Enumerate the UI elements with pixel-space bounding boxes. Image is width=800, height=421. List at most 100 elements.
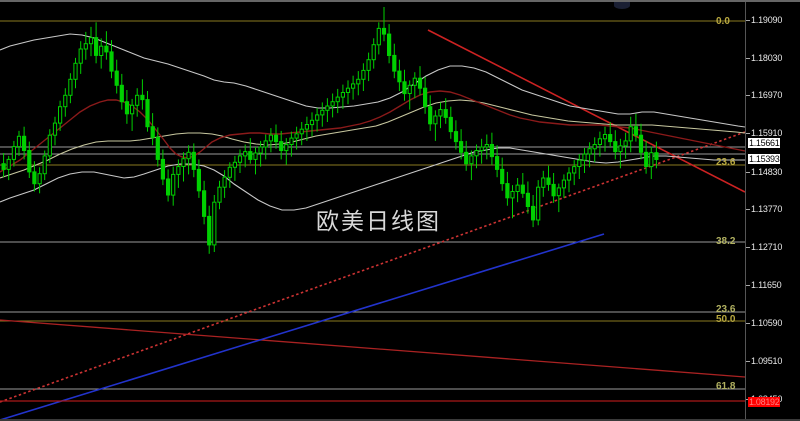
candlestick [597,138,602,146]
candlestick [479,146,484,152]
axis-tick: 1.13770 [745,204,783,215]
candlestick [495,156,500,170]
candlestick [366,59,371,71]
candlestick [145,99,150,128]
fibonacci-level-label: 61.8 [716,381,736,392]
candlestick [412,77,417,86]
candlestick [644,151,649,168]
axis-tick: 1.19090 [745,14,783,25]
axis-tick: 1.14830 [745,166,783,177]
candlestick [448,116,453,133]
candlestick [237,155,243,163]
candlestick [541,177,546,188]
candlestick [381,27,387,35]
axis-tick: 1.11650 [745,279,782,290]
candlestick [551,183,556,197]
candlestick [258,146,263,154]
current-price-label: 1.08192 [748,397,781,407]
candlestick [243,151,248,157]
candlestick [191,151,196,170]
candlestick-series [1,7,659,254]
candlestick [227,166,232,178]
candlestick [325,105,330,111]
candlestick [212,201,217,246]
candlestick [155,136,160,160]
fibonacci-level-label: 23.6 [716,157,736,168]
fibonacci-level-label: 0.0 [716,16,730,27]
candlestick [160,158,166,180]
candlestick [561,179,566,189]
candlestick [443,109,448,118]
candlestick [119,84,124,103]
candlestick [340,92,345,98]
candlestick [592,144,597,150]
chart-plot-area[interactable]: 欧美日线图 [0,2,745,419]
candlestick [335,96,340,103]
candlestick [284,144,289,152]
candlestick [268,134,273,142]
candlestick [166,178,171,196]
candlestick [94,37,99,56]
candlestick [417,77,423,89]
candlestick [387,33,392,56]
candlestick [202,190,207,217]
candlestick [500,168,505,185]
candlestick [263,140,268,148]
candlestick [392,54,397,72]
candlestick [510,191,515,199]
candlestick [22,135,27,152]
candlestick [186,151,191,160]
candlestick [299,128,304,135]
candlestick [587,148,592,155]
candlestick [171,173,176,196]
candlestick [196,168,202,192]
candlestick [222,176,227,188]
candlestick [279,141,284,152]
candlestick [361,69,366,80]
candlestick [618,145,623,153]
fibonacci-level-label: 23.6 [716,304,736,315]
candlestick [402,81,407,95]
candlestick [232,161,238,168]
candlestick [88,37,94,45]
candlestick [613,141,618,153]
window-notch [614,2,630,9]
candlestick [217,186,222,203]
candlestick [649,152,654,168]
candlestick [623,140,628,147]
candlestick [52,122,58,136]
candlestick [633,126,638,136]
candlestick [176,166,181,175]
candlestick [577,159,582,168]
candlestick [289,137,294,146]
candlestick [1,163,6,170]
chart-watermark: 欧美日线图 [316,209,441,235]
price-axis[interactable]: 1.19090 1.18030 1.16970 1.15910 1.14830 1.137… [745,2,800,419]
candlestick [376,27,381,46]
candlestick [464,151,469,165]
candlestick [345,87,351,93]
candlestick [525,192,530,208]
candlestick [602,134,608,140]
candlestick [433,115,438,125]
candlestick [536,186,541,221]
candlestick [248,151,253,160]
candlestick [556,187,561,197]
trendline-ascending-blue [0,233,605,419]
candlestick [63,94,68,108]
candlestick [109,51,114,72]
candlestick [78,48,83,64]
candlestick [32,171,37,185]
candlestick [505,183,510,199]
candlestick [608,134,613,143]
candlestick [566,172,572,181]
candlestick [582,153,587,161]
candlestick [140,94,145,101]
candlestick [546,177,551,185]
candlestick [304,124,309,130]
fibonacci-level-label: 38.2 [716,236,736,247]
axis-tick: 1.12710 [745,242,783,253]
axis-tick: 1.10590 [745,317,783,328]
candlestick [654,152,659,160]
